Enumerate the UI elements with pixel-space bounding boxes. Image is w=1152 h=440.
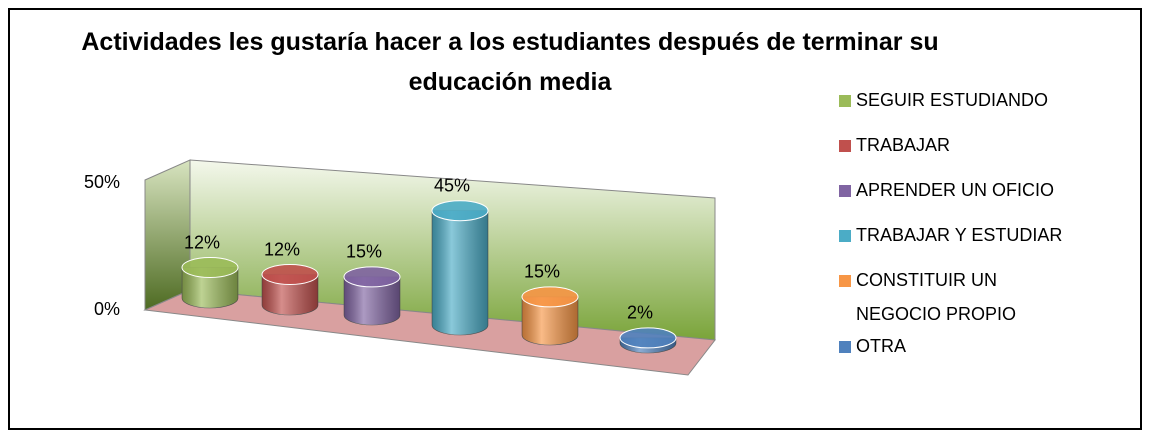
legend: SEGUIR ESTUDIANDO TRABAJAR APRENDER UN OFI… — [836, 88, 1126, 379]
legend-item: TRABAJAR — [836, 133, 1126, 178]
y-tick-label: 0% — [94, 299, 120, 319]
legend-item: CONSTITUIR UN NEGOCIO PROPIO — [836, 268, 1126, 342]
legend-item: OTRA — [836, 334, 1126, 379]
legend-label: SEGUIR ESTUDIANDO — [856, 90, 1049, 110]
cylinder-top — [431, 200, 489, 222]
legend-item: TRABAJAR Y ESTUDIAR — [836, 223, 1126, 268]
cylinder-shade — [522, 296, 578, 345]
legend-label: CONSTITUIR UN NEGOCIO PROPIO — [856, 270, 1017, 324]
value-label: 12% — [264, 239, 300, 259]
legend-swatch — [838, 340, 852, 354]
value-label: 45% — [434, 175, 470, 195]
cylinder-top — [619, 327, 677, 349]
y-tick-label: 50% — [84, 172, 120, 192]
value-label: 2% — [627, 303, 653, 323]
cylinder-top — [181, 257, 239, 279]
cylinder-shade — [344, 276, 400, 325]
legend-swatch — [838, 229, 852, 243]
value-label: 15% — [346, 242, 382, 262]
legend-label: TRABAJAR — [856, 135, 951, 155]
legend-swatch — [838, 184, 852, 198]
value-label: 12% — [184, 232, 220, 252]
legend-swatch — [838, 274, 852, 288]
legend-item: SEGUIR ESTUDIANDO — [836, 88, 1126, 133]
cylinder-top — [261, 264, 319, 286]
legend-label: TRABAJAR Y ESTUDIAR — [856, 225, 1063, 245]
cylinder-top — [343, 266, 401, 288]
cylinder-shade — [432, 210, 488, 335]
legend-label: OTRA — [856, 336, 907, 356]
cylinder-shade — [262, 274, 318, 315]
cylinder-top — [521, 286, 579, 308]
legend-item: APRENDER UN OFICIO — [836, 178, 1126, 223]
value-label: 15% — [524, 262, 560, 282]
chart-frame — [8, 8, 1142, 430]
chart-title: Actividades les gustaría hacer a los est… — [81, 28, 939, 96]
legend-swatch — [838, 94, 852, 108]
cylinder-shade — [182, 267, 238, 308]
legend-swatch — [838, 139, 852, 153]
legend-label: APRENDER UN OFICIO — [856, 180, 1055, 200]
